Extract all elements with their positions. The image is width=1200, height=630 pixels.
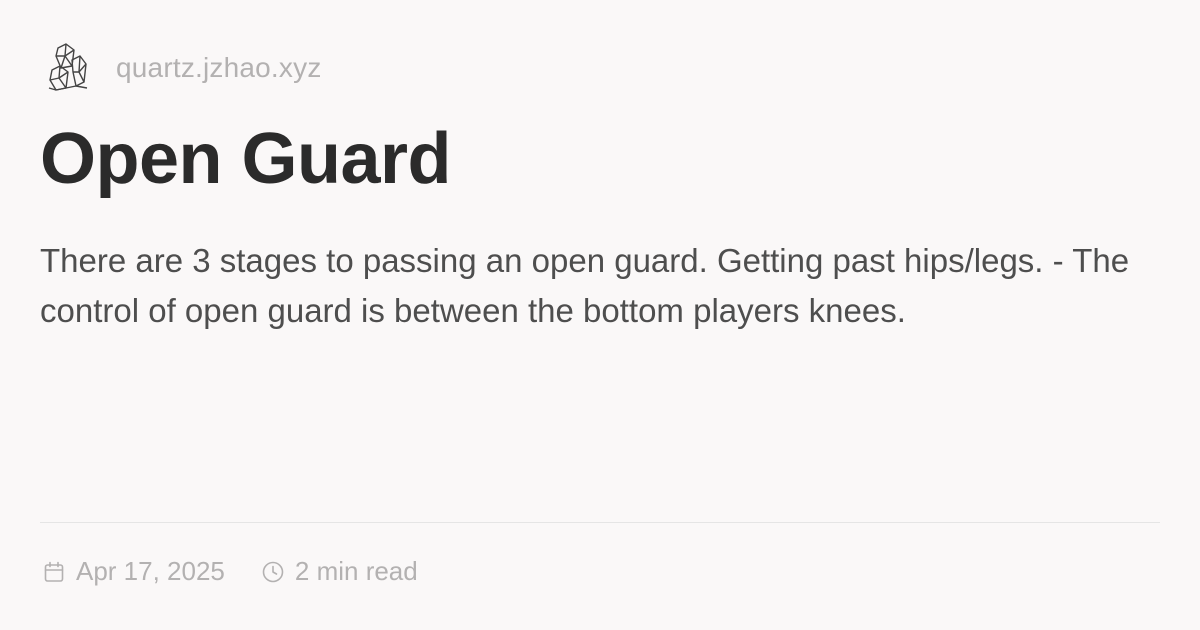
publish-date-text: Apr 17, 2025 <box>76 556 225 586</box>
page-meta: Apr 17, 2025 2 min read <box>42 556 418 587</box>
reading-time-text: 2 min read <box>294 556 418 586</box>
clock-icon <box>262 561 284 582</box>
calendar-icon <box>44 561 64 582</box>
page-title: Open Guard <box>40 119 452 199</box>
divider <box>40 522 1160 523</box>
reading-time: 2 min read <box>261 556 418 587</box>
publish-date: Apr 17, 2025 <box>42 556 225 587</box>
page-description: There are 3 stages to passing an open gu… <box>40 242 1130 329</box>
crystal-logo-icon <box>48 43 88 91</box>
site-header: quartz.jzhao.xyz <box>46 42 322 94</box>
site-name[interactable]: quartz.jzhao.xyz <box>116 52 322 83</box>
